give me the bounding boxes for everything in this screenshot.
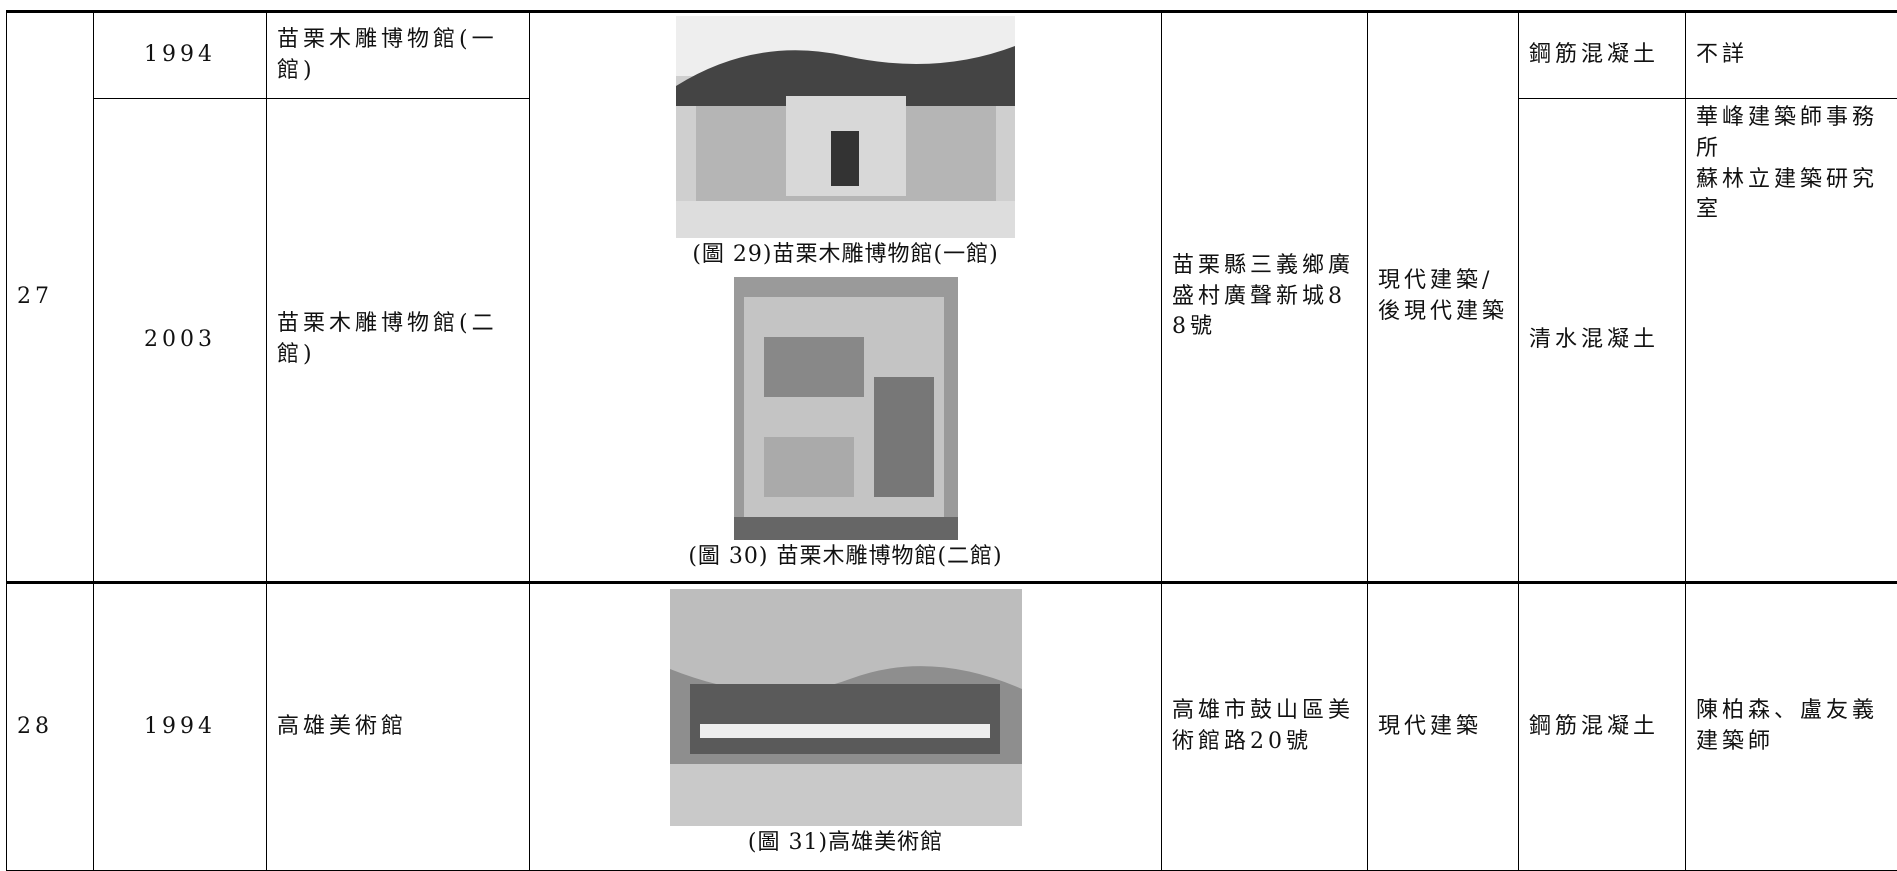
- name-cell: 高雄美術館: [266, 581, 530, 871]
- row: 28 1994 高雄美術館 (圖 31)高雄美術館 高雄市鼓山區美術館路20號 …: [6, 581, 1897, 871]
- number-cell: 28: [6, 581, 94, 871]
- style-cell: 現代建築: [1367, 581, 1519, 871]
- photo: [733, 276, 958, 540]
- architect: 華峰建築師事務所: [1696, 105, 1879, 161]
- building-table: 27 1994 苗栗木雕博物館(一館) (圖 29)苗栗木雕博物館(一館) (圖…: [6, 10, 1897, 871]
- number-cell: 27: [6, 10, 94, 583]
- architect: 蘇林立建築研究室: [1696, 166, 1879, 223]
- photo: [676, 15, 1015, 238]
- image-cell: (圖 29)苗栗木雕博物館(一館) (圖 30) 苗栗木雕博物館(二館): [529, 10, 1162, 583]
- caption: (圖 29)苗栗木雕博物館(一館): [692, 241, 999, 267]
- year-cell: 2003: [93, 98, 267, 583]
- year-cell: 1994: [93, 581, 267, 871]
- address-cell: 高雄市鼓山區美術館路20號: [1161, 581, 1368, 871]
- photo: [669, 589, 1022, 827]
- architect-cell: 華峰建築師事務所 蘇林立建築研究室: [1685, 98, 1897, 583]
- material-cell: 鋼筋混凝土: [1518, 581, 1686, 871]
- image-cell: (圖 31)高雄美術館: [529, 581, 1162, 871]
- row: 27 1994 苗栗木雕博物館(一館) (圖 29)苗栗木雕博物館(一館) (圖…: [6, 10, 1897, 583]
- architect-cell: 陳柏森、盧友義建築師: [1685, 581, 1897, 871]
- material-cell: 鋼筋混凝土: [1518, 10, 1686, 99]
- material-cell: 清水混凝土: [1518, 98, 1686, 583]
- row: 2003 苗栗木雕博物館(二館) 清水混凝土 華峰建築師事務所 蘇林立建築研究室: [7, 98, 1897, 583]
- caption: (圖 30) 苗栗木雕博物館(二館): [688, 543, 1003, 569]
- name-cell: 苗栗木雕博物館(一館): [266, 10, 530, 99]
- address-cell: 苗栗縣三義鄉廣盛村廣聲新城88號: [1161, 10, 1368, 583]
- year-cell: 1994: [93, 10, 267, 99]
- style-cell: 現代建築/後現代建築: [1367, 10, 1519, 583]
- architect-cell: 不詳: [1685, 10, 1897, 99]
- name-cell: 苗栗木雕博物館(二館): [266, 98, 530, 583]
- caption: (圖 31)高雄美術館: [747, 830, 944, 856]
